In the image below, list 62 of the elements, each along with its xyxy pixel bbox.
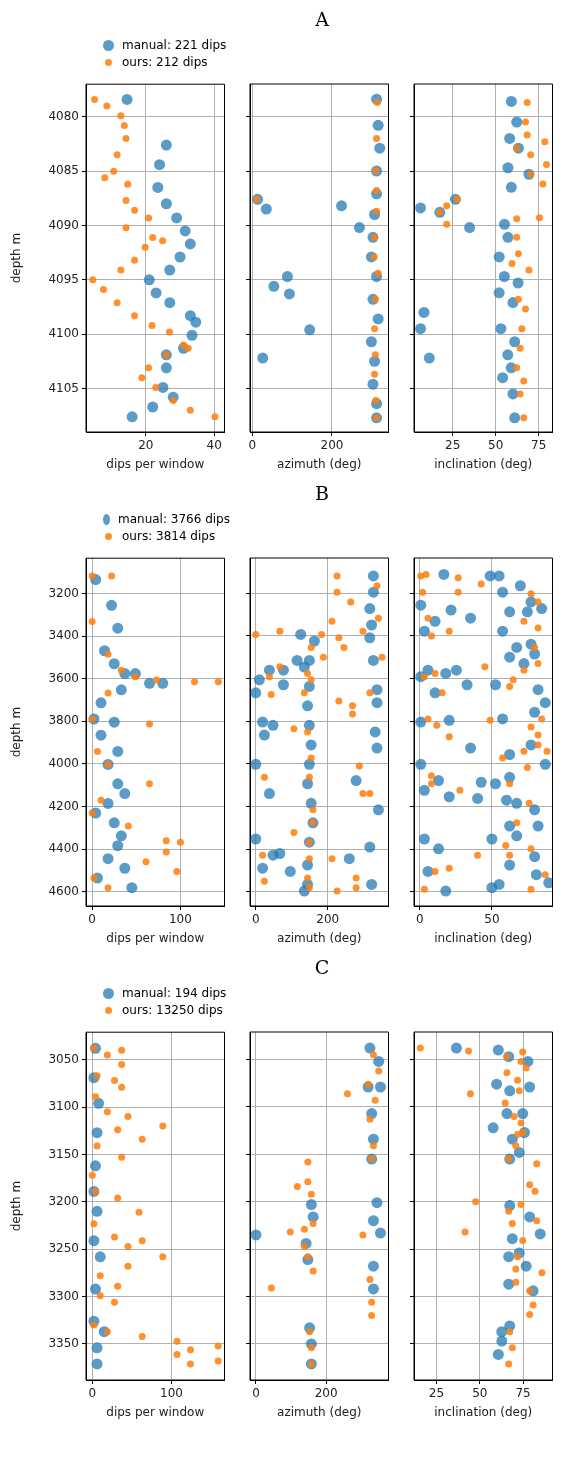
legend-label: ours: 212 dips [122, 54, 208, 71]
y-axis-title: depth m [9, 232, 24, 284]
x-tick-label: 200 [320, 438, 344, 453]
legend-label: ours: 13250 dips [122, 1002, 223, 1019]
y-tick-label: 3200 [48, 585, 79, 600]
y-tick-label: 3150 [48, 1146, 79, 1161]
x-tick-label: 75 [531, 438, 547, 453]
y-tick-label: 3800 [48, 713, 79, 728]
y-tick-label: 4200 [48, 798, 79, 813]
x-axis-title: dips per window [106, 456, 205, 471]
y-tick-label: 4090 [48, 217, 79, 232]
legend-label: ours: 3814 dips [122, 528, 216, 545]
x-tick-label: 0 [251, 912, 260, 927]
y-axis-title: depth m [9, 1180, 24, 1232]
x-tick-label: 0 [252, 1386, 260, 1401]
x-axis-title: inclination (deg) [434, 456, 533, 471]
x-tick-label: 50 [472, 1386, 488, 1401]
x-axis-title: inclination (deg) [434, 1404, 533, 1419]
x-axis-title: dips per window [106, 1404, 205, 1419]
y-tick-label: 4000 [48, 756, 79, 771]
chart-title: C [313, 956, 331, 980]
y-tick-label: 4080 [48, 108, 79, 123]
x-axis-title: azimuth (deg) [277, 456, 362, 471]
x-tick-label: 25 [428, 1386, 445, 1401]
y-tick-label: 3050 [48, 1051, 79, 1066]
legend-label: manual: 3766 dips [118, 511, 230, 528]
y-tick-label: 3400 [48, 628, 79, 643]
x-tick-label: 0 [415, 912, 424, 927]
y-tick-label: 4095 [48, 271, 79, 286]
x-axis-title: azimuth (deg) [277, 1404, 362, 1419]
x-axis-title: azimuth (deg) [277, 930, 362, 945]
chart-title: B [314, 482, 330, 506]
chart-title: A [314, 8, 331, 32]
y-tick-label: 3200 [48, 1193, 79, 1208]
y-tick-label: 4100 [48, 326, 79, 341]
x-axis-title: inclination (deg) [434, 930, 533, 945]
x-tick-label: 100 [168, 912, 192, 927]
y-tick-label: 4085 [48, 163, 79, 178]
y-tick-label: 3250 [48, 1241, 79, 1256]
y-tick-label: 3600 [48, 670, 79, 685]
x-tick-label: 0 [88, 912, 96, 927]
legend-label: manual: 221 dips [122, 37, 227, 54]
x-tick-label: 100 [160, 1386, 183, 1401]
y-tick-label: 3300 [48, 1288, 79, 1303]
x-tick-label: 25 [445, 438, 461, 453]
x-tick-label: 20 [138, 438, 154, 453]
x-tick-label: 50 [488, 438, 504, 453]
y-tick-label: 4600 [48, 884, 79, 899]
y-tick-label: 4400 [48, 841, 79, 856]
y-tick-label: 3100 [48, 1099, 79, 1114]
x-tick-label: 200 [314, 1386, 338, 1401]
x-tick-label: 75 [515, 1386, 531, 1401]
y-axis-title: depth m [9, 706, 24, 758]
x-tick-label: 40 [206, 438, 222, 453]
x-tick-label: 0 [248, 438, 257, 453]
y-tick-label: 3350 [48, 1336, 79, 1351]
x-tick-label: 200 [316, 912, 340, 927]
legend-label: manual: 194 dips [122, 985, 227, 1002]
x-tick-label: 50 [484, 912, 500, 927]
x-tick-label: 0 [88, 1386, 97, 1401]
x-axis-title: dips per window [106, 930, 205, 945]
y-tick-label: 4105 [48, 380, 79, 395]
